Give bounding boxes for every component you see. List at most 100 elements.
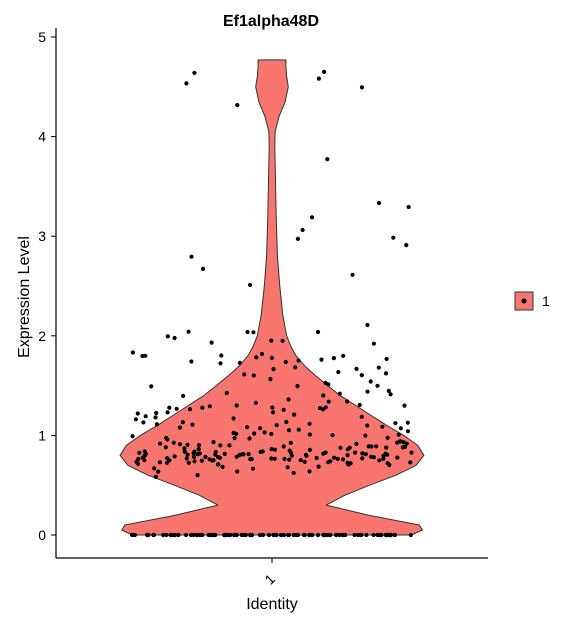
data-point [143,353,148,358]
data-point [385,452,390,457]
data-point [274,423,279,428]
y-tick-label: 2 [38,328,46,344]
data-point [156,469,161,474]
data-point [354,441,359,446]
data-point [168,532,173,538]
data-point [234,403,239,408]
data-point [247,436,252,441]
data-point [325,157,330,162]
data-point [137,450,142,455]
data-point [172,454,177,459]
data-point [387,462,392,468]
data-point [371,341,376,346]
plot-area [119,59,425,538]
data-point [163,445,168,450]
data-point [321,393,326,398]
data-point [377,458,382,463]
data-point [258,449,263,454]
data-point [404,243,409,248]
y-tick-label: 1 [38,427,46,443]
data-point [391,235,396,240]
data-point [353,450,358,455]
data-point [272,456,277,461]
data-point [274,532,279,538]
data-point [189,359,194,364]
data-point [243,532,248,538]
data-point [282,456,287,461]
data-point [186,329,191,334]
data-point [337,532,342,538]
data-point [352,532,357,538]
data-point [235,103,240,108]
data-point [292,412,297,417]
jitter-points [129,69,414,538]
data-point [237,452,242,458]
data-point [130,434,135,439]
data-point [278,532,283,538]
data-point [184,456,189,461]
data-point [288,440,293,445]
data-point [365,322,370,328]
data-point [199,458,204,463]
data-point [291,470,296,476]
data-point [145,532,150,538]
data-point [316,464,321,469]
data-point [196,447,201,452]
data-point [269,447,274,452]
data-point [209,340,214,345]
data-point [157,441,163,446]
data-point [167,405,172,410]
x-tick-label: 1 [261,571,278,588]
data-point [227,443,232,448]
data-point [153,415,158,420]
data-point [383,371,389,376]
data-point [182,449,187,454]
data-point [326,382,331,387]
data-point [149,384,154,389]
data-point [200,266,206,271]
data-point [405,429,410,434]
data-point [341,457,346,462]
data-point [388,532,393,538]
data-point [232,436,237,441]
data-point [285,465,290,470]
data-point [245,329,250,335]
data-point [271,532,276,538]
data-point [218,361,223,366]
data-point [154,422,159,427]
data-point [133,417,138,422]
data-point [360,451,365,456]
data-point [314,455,319,461]
data-point [254,355,259,360]
data-point [151,532,156,538]
data-point [283,359,288,365]
data-point [185,452,190,457]
data-point [268,377,273,382]
data-point [393,532,398,538]
data-point [197,451,202,456]
data-point [246,452,251,457]
data-point [212,532,217,538]
data-point [235,469,240,474]
legend-label: 1 [542,293,550,309]
data-point [191,532,196,538]
data-point [402,403,407,408]
data-point [237,360,242,365]
data-point [190,422,195,427]
data-point [270,410,276,415]
data-point [250,466,256,471]
data-point [251,373,256,378]
data-point [295,236,300,241]
data-point [213,452,218,457]
data-point [140,455,145,460]
legend: 1 [514,291,550,311]
data-point [354,366,359,371]
data-point [377,532,382,538]
data-point [385,435,390,440]
axes: 0 1 2 3 4 5 1 [38,28,488,588]
data-point [365,423,370,428]
data-point [326,399,331,404]
y-axis-title: Expression Level [16,236,33,358]
data-point [295,532,301,538]
